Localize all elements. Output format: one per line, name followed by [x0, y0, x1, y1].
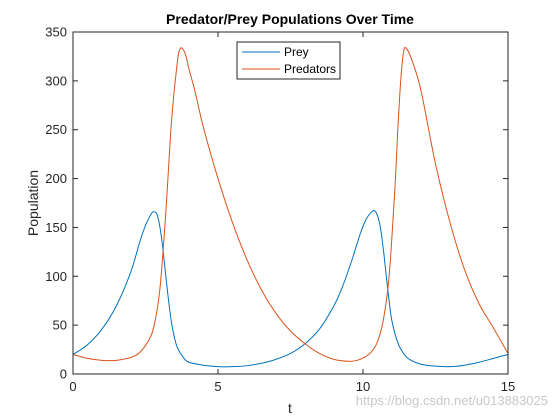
x-tick-label: 15 — [501, 379, 515, 394]
series-line-predators — [72, 46, 509, 362]
y-tick-label: 0 — [60, 367, 67, 382]
x-tick-label: 10 — [356, 379, 370, 394]
y-tick-label: 150 — [45, 220, 67, 235]
y-axis-label: Population — [25, 170, 41, 236]
x-tick-label: 0 — [69, 379, 76, 394]
y-tick-label: 300 — [45, 73, 67, 88]
legend-label-predators: Predators — [284, 62, 336, 76]
axes-box — [72, 31, 509, 375]
y-tick-label: 200 — [45, 171, 67, 186]
legend: Prey Predators — [236, 41, 341, 80]
plot-area — [73, 32, 508, 374]
y-tick-label: 350 — [45, 25, 67, 40]
chart-title: Predator/Prey Populations Over Time — [166, 11, 414, 27]
legend-label-prey: Prey — [284, 45, 309, 59]
watermark-text: https://blog.csdn.net/u013883025 — [356, 393, 548, 408]
x-axis-label: t — [288, 400, 292, 416]
y-tick-label: 50 — [53, 318, 67, 333]
legend-box — [236, 41, 341, 80]
series-line-prey — [72, 209, 509, 368]
y-tick-label: 250 — [45, 122, 67, 137]
x-tick-label: 5 — [214, 379, 221, 394]
series-layer — [72, 46, 509, 368]
y-tick-label: 100 — [45, 269, 67, 284]
